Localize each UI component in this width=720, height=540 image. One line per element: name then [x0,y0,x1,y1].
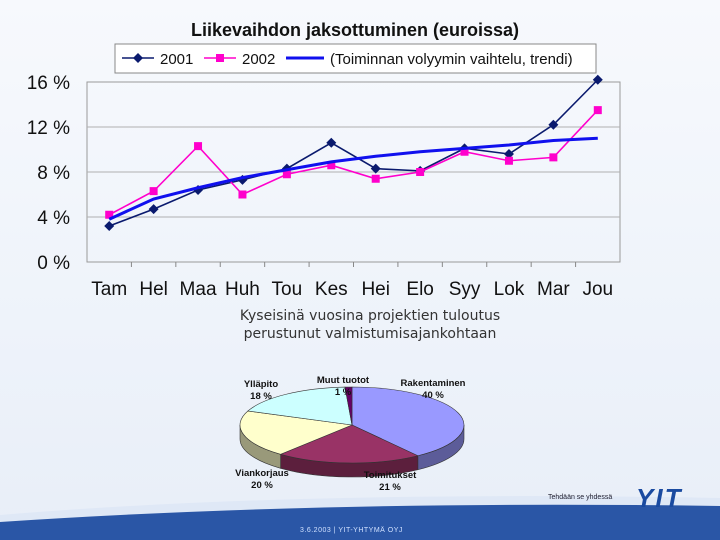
x-tick-label: Maa [180,279,217,300]
series-line-2 [108,136,598,221]
data-point [504,156,513,165]
legend-marker [216,54,224,62]
data-point [282,170,291,179]
pie-slice [351,386,465,457]
legend-label: 2002 [242,51,275,68]
pie-slice [247,386,353,426]
x-tick-label: Hei [361,279,390,300]
legend-box [114,43,597,74]
line-chart: Liikevaihdon jaksottuminen (euroissa) 20… [27,20,621,300]
caption-line-1: Kyseisinä vuosina projektien tuloutus [239,308,501,324]
data-point [194,142,203,151]
pie-slice-value: 18 % [250,391,272,402]
pie-slice [239,410,354,455]
series-line-1 [108,109,599,216]
x-axis-ticks: Tam Hel Maa Huh Tou Kes Hei Elo Syy Lok Mar Jou [91,262,613,300]
series-layer [104,74,603,231]
data-point [149,187,158,196]
pie-slices [239,386,465,478]
pie-slice-value: 1 % [335,387,352,398]
legend-label: (Toiminnan volyymin vaihtelu, trendi) [330,51,573,68]
pie-slice-label: Ylläpito [244,379,279,390]
logo-text: YIT [636,484,683,510]
x-tick-label: Mar [537,279,570,300]
chart-title: Liikevaihdon jaksottuminen (euroissa) [191,20,519,40]
x-tick-label: Tam [91,279,127,300]
data-point [326,137,337,148]
footer-curve [0,496,720,540]
pie-slice-label: Viankorjaus [235,468,289,479]
chart-legend: 2001 2002 (Toiminnan volyymin vaihtelu, tr… [114,43,597,74]
data-point [548,119,559,130]
pie-slice-value: 21 % [379,482,401,493]
pie-slice [279,424,419,464]
yit-logo: YIT [636,484,683,510]
data-point [503,149,514,159]
data-point [105,210,114,219]
x-tick-label: Huh [225,279,260,300]
y-tick-label: 12 % [27,118,70,139]
y-tick-label: 8 % [37,163,70,184]
data-point [370,163,381,174]
data-point [416,168,425,176]
footer-text: 3.6.2003 | YIT-YHTYMÄ OYJ [300,527,403,534]
data-point [460,147,469,156]
data-point [593,106,602,115]
x-tick-label: Hel [139,279,168,300]
caption-line-2: perustunut valmistumisajankohtaan [243,326,497,342]
pie-slice-value: 40 % [422,390,444,401]
pie-slice-label: Toimitukset [364,470,417,481]
y-tick-label: 16 % [27,73,70,94]
pie-slice-value: 20 % [251,480,273,491]
data-point [592,74,603,85]
data-point [549,153,558,162]
x-tick-label: Jou [582,279,613,300]
data-point [371,174,380,183]
y-tick-label: 4 % [37,208,70,229]
data-point [104,221,115,231]
legend-marker [133,53,143,63]
pie-slice-label: Muut tuotot [317,375,370,386]
x-tick-label: Elo [406,279,433,300]
chart-caption: Kyseisinä vuosina projektien tuloutus pe… [200,307,540,343]
legend-label: 2001 [160,51,193,68]
pie-slice-label: Rakentaminen [401,378,466,389]
x-tick-label: Lok [494,279,525,300]
y-tick-label: 0 % [37,253,70,274]
x-tick-label: Tou [272,279,303,300]
tagline: Tehdään se yhdessä [548,494,613,501]
series-line-0 [108,79,599,227]
data-point [148,204,159,215]
x-tick-label: Syy [449,279,481,300]
data-point [327,161,336,170]
x-tick-label: Kes [315,279,348,300]
pie-slice [344,386,353,426]
y-axis-ticks: 16 % 12 % 8 % 4 % 0 % [27,73,70,274]
data-point [238,190,247,199]
